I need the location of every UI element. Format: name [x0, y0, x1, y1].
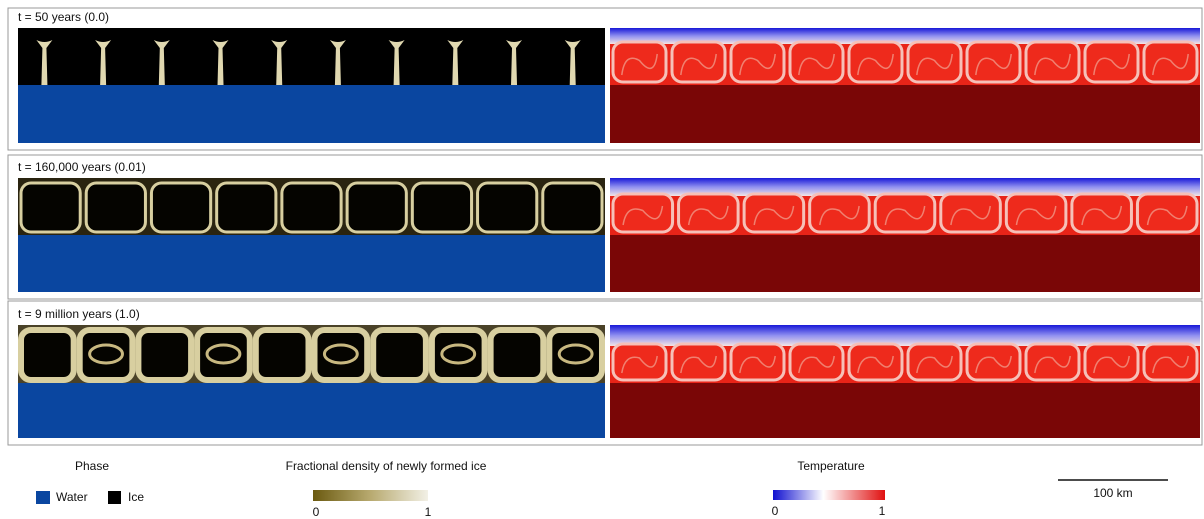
water-region	[18, 383, 605, 438]
panel-label: t = 160,000 years (0.01)	[18, 160, 146, 174]
ice-cell	[217, 183, 276, 232]
deep-region	[610, 235, 1200, 292]
thermal-cell	[967, 344, 1020, 380]
thermal-cell	[1026, 344, 1079, 380]
panel: t = 9 million years (1.0)	[8, 301, 1202, 445]
scale-label: 100 km	[1093, 486, 1132, 500]
ice-cell	[543, 183, 602, 232]
thermal-cell	[1006, 194, 1066, 232]
legend-temperature: Temperature 0 1	[772, 459, 886, 518]
thermal-cell	[731, 344, 784, 380]
thermal-cell	[1072, 194, 1132, 232]
ice-cell	[21, 330, 74, 380]
panel: t = 160,000 years (0.01)	[8, 155, 1202, 299]
thermal-cell	[849, 344, 902, 380]
legend-title: Fractional density of newly formed ice	[286, 459, 487, 473]
legend-label: Water	[56, 490, 88, 504]
thermal-cell	[790, 42, 843, 82]
ice-cell	[549, 330, 602, 380]
thermal-cell	[1085, 344, 1138, 380]
colorbar-tick: 0	[313, 505, 320, 519]
legend-density: Fractional density of newly formed ice 0…	[286, 459, 487, 519]
panel: t = 50 years (0.0)	[8, 8, 1202, 150]
water-region	[18, 85, 605, 143]
thermal-cell	[1144, 344, 1197, 380]
water-region	[18, 235, 605, 292]
panel-label: t = 50 years (0.0)	[18, 10, 109, 24]
thermal-cell	[613, 194, 673, 232]
colorbar	[313, 490, 428, 501]
thermal-cell	[941, 194, 1001, 232]
thermal-cell	[967, 42, 1020, 82]
thermal-cell	[613, 42, 666, 82]
thermal-cell	[679, 194, 739, 232]
panel-label: t = 9 million years (1.0)	[18, 307, 140, 321]
thermal-cell	[849, 42, 902, 82]
thermal-cell	[1026, 42, 1079, 82]
thermal-cell	[875, 194, 935, 232]
ice-cell	[491, 330, 544, 380]
thermal-cell	[908, 344, 961, 380]
deep-region	[610, 85, 1200, 143]
thermal-cell	[810, 194, 870, 232]
figure: t = 50 years (0.0) t = 160,000 years (0.0…	[0, 0, 1204, 519]
thermal-cell	[744, 194, 804, 232]
thermal-cell	[672, 42, 725, 82]
panels: t = 50 years (0.0) t = 160,000 years (0.0…	[8, 8, 1202, 445]
thermal-cell	[613, 344, 666, 380]
ice-swatch	[108, 491, 121, 504]
ice-cell	[347, 183, 406, 232]
ice-cell	[151, 183, 210, 232]
legend-title: Temperature	[797, 459, 865, 473]
ice-cell	[373, 330, 426, 380]
ice-region	[18, 28, 605, 85]
thermal-cell	[672, 344, 725, 380]
ice-cell	[478, 183, 537, 232]
ice-cell	[282, 183, 341, 232]
ice-cell	[86, 183, 145, 232]
ice-cell	[432, 330, 485, 380]
ice-cell	[138, 330, 191, 380]
ice-cell	[315, 330, 368, 380]
thermal-cell	[731, 42, 784, 82]
legend-title: Phase	[75, 459, 109, 473]
ice-cell	[21, 183, 80, 232]
thermal-cell	[908, 42, 961, 82]
colorbar-tick: 0	[772, 504, 779, 518]
colorbar	[773, 490, 885, 500]
water-swatch	[36, 491, 50, 504]
thermal-cell	[1085, 42, 1138, 82]
legend-label: Ice	[128, 490, 144, 504]
scale-bar: 100 km	[1058, 480, 1168, 500]
thermal-cell	[790, 344, 843, 380]
ice-cell	[412, 183, 471, 232]
colorbar-tick: 1	[879, 504, 886, 518]
ice-cell	[197, 330, 250, 380]
thermal-cell	[1144, 42, 1197, 82]
ice-cell	[80, 330, 133, 380]
legend-phase: Phase Water Ice	[36, 459, 144, 504]
deep-region	[610, 383, 1200, 438]
colorbar-tick: 1	[425, 505, 432, 519]
thermal-cell	[1137, 194, 1197, 232]
ice-cell	[256, 330, 309, 380]
